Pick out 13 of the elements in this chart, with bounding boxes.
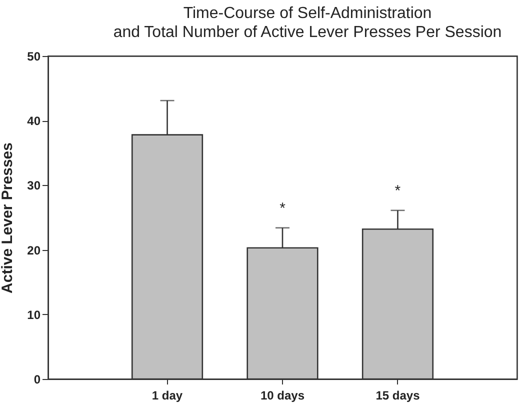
- annotation: *: [280, 200, 286, 217]
- annotation: *: [394, 182, 401, 200]
- x-tick-label: 10 days: [260, 388, 305, 402]
- y-tick-label: 30: [27, 178, 41, 193]
- y-tick-label: 50: [27, 50, 41, 64]
- x-tick-label: 1 day: [152, 388, 183, 402]
- y-tick-label: 0: [34, 372, 41, 386]
- y-tick-label: 40: [27, 114, 41, 128]
- y-tick-label: 10: [27, 308, 41, 322]
- x-tick-label: 15 days: [376, 388, 420, 402]
- y-tick-label: 20: [27, 243, 41, 258]
- chart-title: Time-Course of Self-Administration and Total Number of Active Lever Presses Per Session: [113, 5, 502, 41]
- y-axis-title: Active Lever Presses: [0, 142, 16, 294]
